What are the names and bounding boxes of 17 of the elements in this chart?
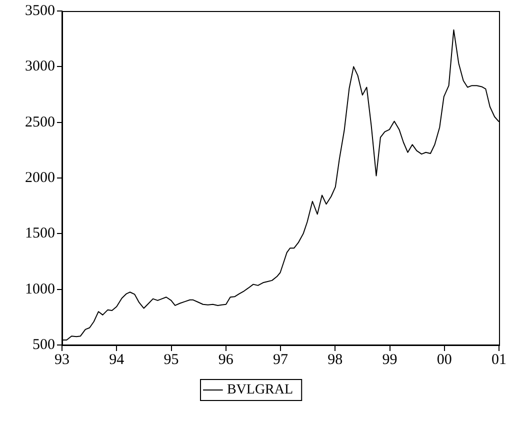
x-tick-label: 01 — [492, 352, 506, 368]
y-tick-label: 2000 — [25, 170, 55, 186]
x-tick-label: 00 — [436, 352, 452, 368]
x-tick-label: 93 — [54, 352, 70, 368]
y-tick-label: 500 — [32, 336, 55, 353]
x-tick-label: 95 — [164, 352, 179, 368]
x-tick-label: 99 — [382, 352, 398, 368]
x-tick-label: 97 — [273, 352, 288, 368]
x-tick-label: 98 — [328, 352, 343, 368]
x-tick-label: 96 — [218, 352, 234, 368]
y-tick-label: 3000 — [25, 58, 55, 75]
x-tick-label: 94 — [109, 352, 125, 368]
y-tick-label: 1500 — [25, 226, 55, 242]
y-tick-label: 2500 — [25, 114, 55, 130]
y-tick-label: 1000 — [25, 281, 55, 298]
legend-label: BVLGRAL — [226, 382, 294, 398]
y-tick-label: 3500 — [25, 2, 55, 19]
